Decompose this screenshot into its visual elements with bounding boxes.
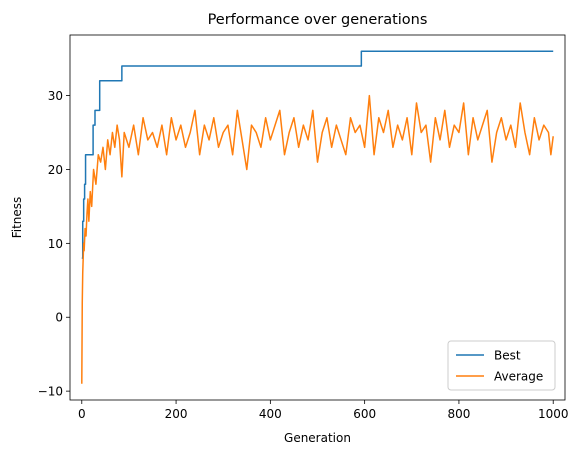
y-tick-label: 30 [48,89,63,103]
legend-label-best: Best [494,349,521,363]
x-tick-label: 800 [447,407,470,421]
x-tick-label: 200 [165,407,188,421]
x-tick-label: 0 [78,407,86,421]
y-axis-label: Fitness [10,197,24,239]
chart-title: Performance over generations [208,12,428,28]
legend-label-average: Average [494,370,543,384]
axes-frame [69,34,566,401]
y-tick-label: 0 [55,311,63,325]
y-axis-ticks: −10 0 10 20 30 [38,89,70,399]
y-tick-label: −10 [38,385,63,399]
x-tick-label: 600 [353,407,376,421]
series-layer [81,50,554,384]
x-tick-label: 400 [259,407,282,421]
plot-area [70,35,565,400]
y-tick-label: 10 [48,237,63,251]
legend: Best Average [447,340,556,391]
series-line-average [81,94,554,384]
x-axis-label: Generation [284,431,351,445]
legend-box [447,340,556,391]
x-tick-label: 1000 [538,407,569,421]
series-line-best [81,50,554,259]
y-tick-label: 20 [48,163,63,177]
x-axis-ticks: 0 200 400 600 800 1000 [78,400,569,421]
